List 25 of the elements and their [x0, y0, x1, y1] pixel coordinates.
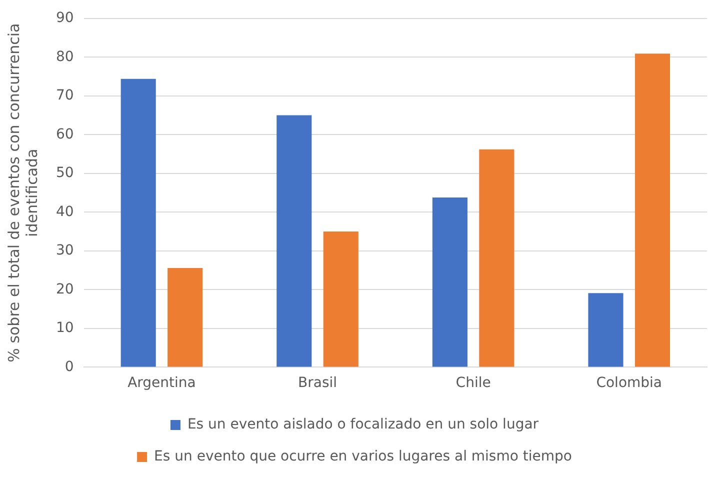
bar	[168, 268, 203, 367]
bar	[323, 232, 358, 367]
y-tick-label: 10	[56, 320, 74, 336]
legend-label: Es un evento aislado o focalizado en un solo lugar	[187, 416, 539, 433]
bar	[276, 115, 312, 367]
bar	[120, 78, 156, 367]
bar	[634, 54, 670, 367]
y-tick-label: 50	[56, 165, 74, 182]
y-tick-label: 30	[56, 242, 74, 259]
bar	[479, 149, 514, 367]
y-axis-title: % sobre el total de eventos con concurrencia identificada	[4, 23, 41, 362]
bar	[588, 293, 624, 367]
x-tick-label: Chile	[456, 375, 491, 392]
y-tick-label: 60	[56, 126, 74, 142]
bar	[432, 197, 468, 367]
y-tick-label: 40	[56, 204, 74, 220]
y-tick-label: 80	[56, 48, 74, 65]
y-tick-label: 70	[56, 88, 74, 104]
legend-label: Es un evento que ocurre en varios lugares al mismo tiempo	[154, 448, 572, 465]
y-tick-label: 90	[56, 10, 74, 26]
y-tick-label: 20	[56, 281, 74, 298]
x-tick-label: Brasil	[298, 375, 338, 392]
x-tick-label: Colombia	[596, 375, 662, 392]
y-tick-label: 0	[64, 358, 74, 375]
x-tick-label: Argentina	[128, 375, 196, 392]
